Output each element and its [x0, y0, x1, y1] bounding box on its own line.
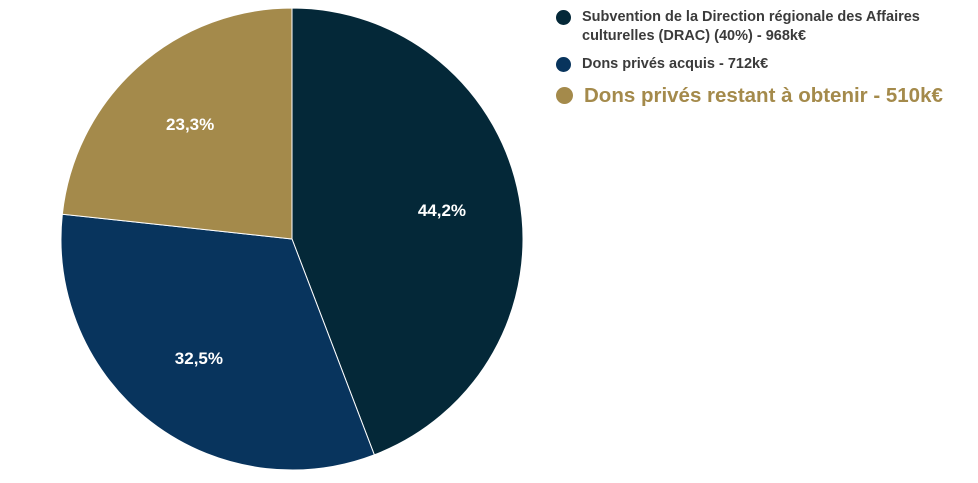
legend-item-dons-restants[interactable]: Dons privés restant à obtenir - 510k€: [556, 83, 966, 109]
pie-slice-drac[interactable]: [291, 7, 524, 456]
slice-label-dons-restants: 23,3%: [166, 115, 214, 134]
slice-label-drac: 44,2%: [418, 201, 466, 220]
legend-item-drac[interactable]: Subvention de la Direction régionale des…: [556, 8, 966, 46]
legend-dot-dons-acquis: [556, 57, 571, 72]
legend-label-dons-restants: Dons privés restant à obtenir - 510k€: [584, 84, 943, 107]
legend-dot-dons-restants: [556, 87, 573, 104]
legend-dot-drac: [556, 10, 571, 25]
pie-slice-dons-acquis[interactable]: [60, 213, 375, 471]
legend-item-dons-acquis[interactable]: Dons privés acquis - 712k€: [556, 55, 966, 74]
chart-legend: Subvention de la Direction régionale des…: [556, 8, 966, 118]
legend-label-dons-acquis: Dons privés acquis - 712k€: [582, 56, 769, 72]
legend-label-drac: Subvention de la Direction régionale des…: [582, 9, 920, 44]
slice-label-dons-acquis: 32,5%: [175, 349, 223, 368]
pie-chart: 44,2% 32,5% 23,3%: [60, 7, 524, 471]
pie-slice-dons-restants[interactable]: [61, 7, 293, 240]
